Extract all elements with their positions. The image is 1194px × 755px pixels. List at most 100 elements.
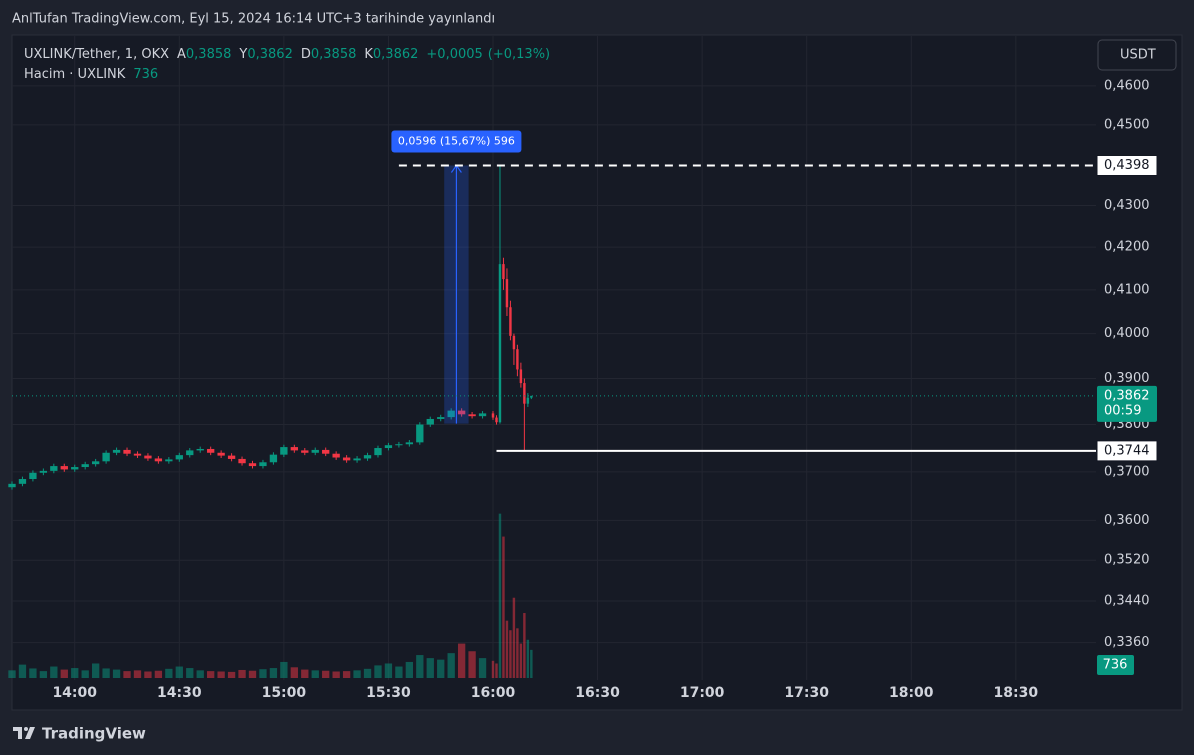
candle-body (301, 450, 309, 453)
brand: TradingView (42, 725, 146, 743)
ohlc-value: 0,3862 (247, 47, 293, 62)
candle-body (18, 479, 27, 484)
currency[interactable]: USDT (1120, 48, 1156, 63)
volume-bar (530, 649, 533, 678)
candle-body (102, 452, 110, 462)
change-percent: (+0,13%) (488, 47, 550, 62)
candle-body (133, 453, 142, 456)
y-tick-label: 0,3600 (1104, 513, 1150, 528)
volume-bar (290, 667, 298, 678)
volume-bar (457, 643, 466, 678)
volume-bar (332, 671, 340, 678)
volume-bar (102, 668, 110, 678)
candle-body (196, 448, 204, 451)
candle-body (269, 454, 278, 463)
candle-body (426, 418, 434, 425)
x-tick-label: 17:30 (784, 685, 829, 701)
x-tick-label: 14:00 (52, 685, 97, 701)
volume-bar (186, 668, 194, 678)
volume-bar (144, 671, 152, 678)
candle-body (498, 264, 502, 423)
ohlc-value: 0,3862 (373, 47, 419, 62)
volume-bar (342, 671, 351, 678)
x-tick-label: 16:00 (471, 685, 516, 701)
volume-bar (133, 670, 142, 678)
currency-button[interactable] (1097, 39, 1177, 71)
volume-bar (196, 670, 204, 678)
volume-bar (512, 597, 516, 678)
candle-body (457, 410, 466, 415)
candle-body (509, 307, 512, 336)
volume-bar (280, 661, 288, 678)
volume-bar (491, 660, 495, 678)
x-tick-label: 14:30 (157, 685, 202, 701)
legend: UXLINK/Tether, 1, OKX A0,3858 Y0,3862 D0,38… (24, 47, 550, 62)
y-tick-label: 0,3440 (1104, 593, 1150, 608)
y-tick-label: 0,3900 (1104, 371, 1150, 386)
volume-bar (60, 669, 68, 678)
candle-body (29, 472, 37, 480)
x-tick-label: 15:00 (262, 685, 307, 701)
volume-bar (322, 670, 330, 678)
volume-bar (395, 666, 403, 678)
volume-bar (526, 639, 530, 678)
ohlc-key: K (364, 47, 373, 62)
candle-body (502, 264, 505, 280)
candle-body (416, 424, 424, 443)
volume-bar (175, 666, 183, 678)
volume-bar (227, 671, 236, 678)
x-tick-label: 18:00 (889, 685, 934, 701)
candle-body (526, 397, 530, 404)
volume-bar (269, 668, 278, 678)
price-line-label-box (1096, 440, 1158, 462)
ohlc-key: Y (238, 47, 247, 62)
candle-body (468, 414, 476, 417)
candle-body (227, 455, 236, 459)
volume-bar (18, 664, 27, 678)
volume-bar (207, 671, 215, 678)
ohlc-value: 0,3858 (311, 47, 357, 62)
volume-bar (363, 668, 372, 678)
volume-bar (495, 663, 498, 678)
candle-body (91, 461, 100, 465)
volume-bar (523, 613, 526, 678)
price-line-label-box (1096, 154, 1158, 176)
x-tick-label: 15:30 (366, 685, 411, 701)
chart-panel (11, 34, 1183, 711)
volume-bar (259, 669, 267, 678)
volume-bar (498, 513, 502, 678)
y-tick-label: 0,4300 (1104, 198, 1150, 213)
volume-bar (516, 628, 519, 678)
candle-body (280, 447, 288, 455)
candle-body (60, 466, 68, 470)
volume-bar (248, 670, 257, 678)
price-line-label: 0,3744 (1104, 443, 1150, 458)
candle-body (405, 442, 414, 445)
axes: 0,4600 0,4500 0,4300 0,4200 0,4100 0,4000 0,39… (52, 78, 1158, 701)
volume-legend: Hacim · UXLINK 736 (24, 67, 158, 82)
volume-bar (91, 663, 100, 678)
candle-body (165, 459, 173, 462)
candle-body (207, 448, 215, 453)
volume-bar (519, 643, 523, 678)
volume-bar (123, 671, 131, 678)
candle-body (530, 395, 533, 398)
volume-bar (311, 670, 319, 678)
y-tick-label: 0,4000 (1104, 326, 1150, 341)
candle-body (447, 410, 455, 418)
candle-body (478, 413, 487, 417)
volume-bar (238, 669, 246, 678)
candle-body (353, 458, 361, 461)
x-tick-label: 17:00 (680, 685, 725, 701)
candle-body (238, 458, 246, 464)
candle-body (395, 444, 403, 446)
candle-body (516, 349, 519, 370)
volume-bar (50, 666, 58, 678)
volume-bar (353, 670, 361, 678)
countdown: 00:59 (1104, 403, 1141, 418)
candle-body (154, 458, 163, 462)
volume-bar (447, 653, 455, 678)
volume-bar (39, 671, 48, 678)
candle-body (505, 279, 509, 308)
candle-body (519, 369, 523, 384)
